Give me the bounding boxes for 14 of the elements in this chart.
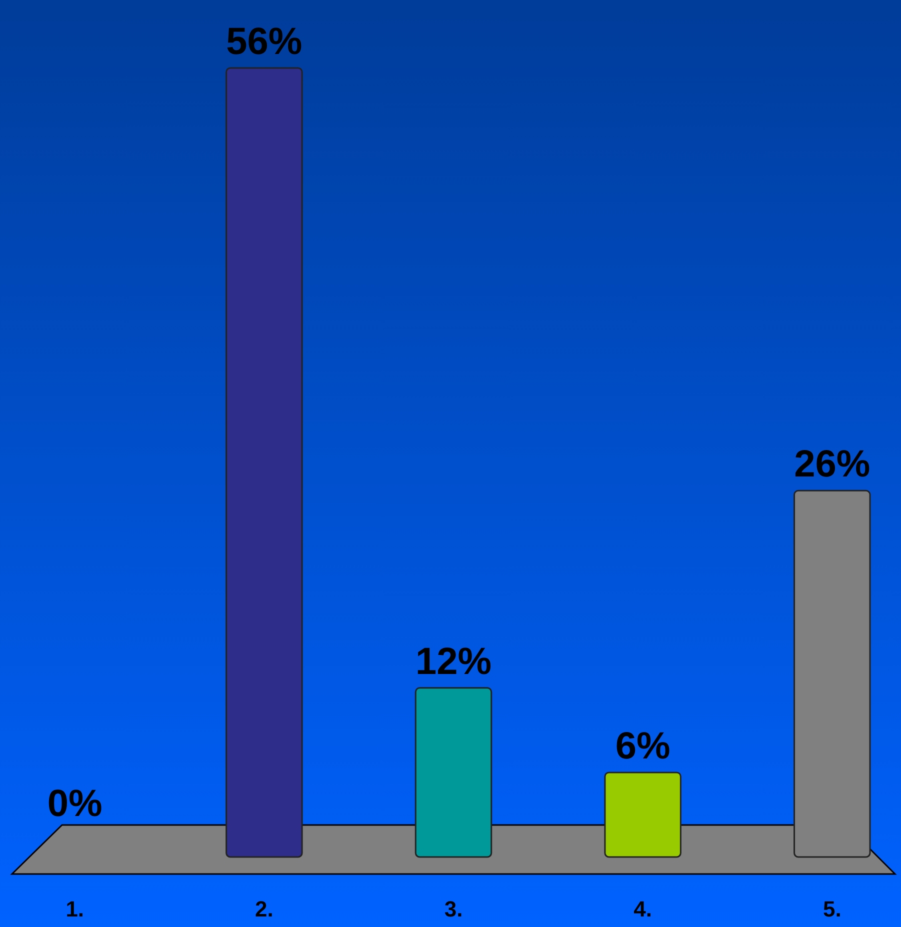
- bar: [226, 67, 303, 858]
- x-tick-label: 2.: [255, 896, 274, 922]
- x-tick-label: 4.: [634, 896, 652, 922]
- bar: [604, 772, 682, 858]
- data-label: 26%: [794, 444, 870, 486]
- data-label: 12%: [415, 640, 492, 683]
- x-tick-label: 5.: [822, 896, 842, 922]
- x-tick-label: 1.: [66, 896, 84, 922]
- data-label: 0%: [47, 783, 102, 825]
- x-tick-label: 3.: [444, 896, 463, 922]
- bar: [794, 490, 871, 858]
- data-label: 56%: [226, 21, 302, 63]
- bar: [414, 687, 492, 858]
- data-label: 6%: [615, 725, 670, 768]
